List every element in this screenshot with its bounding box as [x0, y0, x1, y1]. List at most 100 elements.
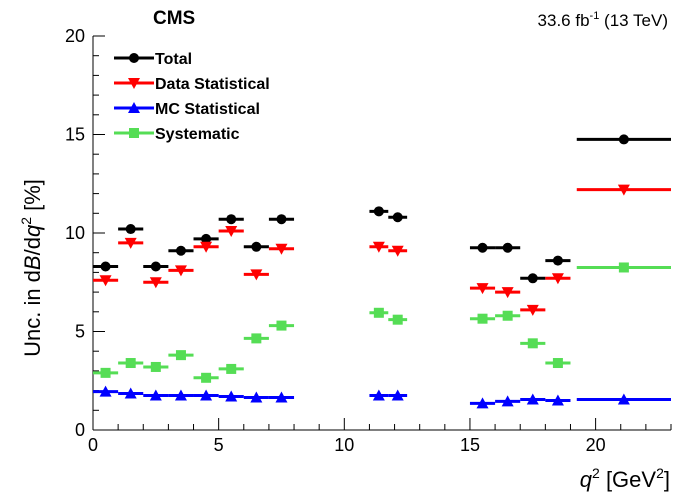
data-point	[392, 314, 403, 325]
data-point	[250, 391, 263, 403]
data-point	[618, 134, 629, 145]
data-point	[552, 255, 563, 266]
x-tick-label: 10	[334, 435, 354, 455]
legend-item: Data Statistical	[114, 76, 270, 93]
legend-label: MC Statistical	[155, 101, 260, 118]
legend-item: MC Statistical	[114, 101, 260, 118]
x-axis-title-unit: [GeV	[600, 467, 657, 492]
series-data-statistical	[93, 184, 671, 316]
energy-value: (13 TeV)	[599, 11, 668, 30]
x-tick-label: 20	[586, 435, 606, 455]
data-series	[93, 134, 671, 409]
data-point	[100, 261, 111, 272]
data-point	[527, 273, 538, 284]
x-axis-title: q2 [GeV2]	[580, 465, 670, 492]
series-total	[93, 134, 671, 284]
data-point	[226, 363, 237, 374]
legend-marker	[129, 53, 139, 63]
data-point	[391, 389, 404, 401]
luminosity-label: 33.6 fb-1 (13 TeV)	[538, 10, 668, 30]
data-point	[99, 275, 112, 287]
data-point	[175, 350, 186, 361]
x-axis-title-unit-pow: 2	[656, 465, 664, 481]
data-point	[617, 393, 630, 405]
data-point	[149, 277, 162, 289]
y-axis-title-b: B	[20, 255, 45, 270]
x-tick-label: 15	[460, 435, 480, 455]
legend: Total Data Statistical MC Statistical Syste…	[114, 51, 270, 143]
data-point	[477, 313, 488, 324]
y-axis-title: Unc. in dB/dq2 [%]	[18, 179, 45, 357]
legend-item: Systematic	[114, 126, 240, 143]
data-point	[526, 304, 539, 316]
data-point	[527, 338, 538, 349]
y-tick-label: 20	[65, 26, 85, 46]
y-tick-label: 0	[75, 420, 85, 440]
experiment-label: CMS	[153, 8, 195, 29]
data-point	[150, 361, 161, 372]
data-point	[150, 261, 161, 272]
y-axis-title-a: Unc. in d	[20, 270, 45, 357]
y-axis-title-c: /d	[20, 237, 45, 255]
data-point	[99, 385, 112, 397]
data-point	[226, 214, 237, 225]
axis-ticks: 0 5 10 15 20 0 5 10 15 20	[65, 26, 672, 455]
x-tick-label: 0	[88, 435, 98, 455]
y-axis-title-d: q	[20, 224, 45, 237]
data-point	[175, 245, 186, 256]
y-axis-title-e: 2	[18, 217, 34, 225]
data-point	[125, 358, 136, 369]
data-point	[617, 184, 630, 196]
series-systematic	[93, 262, 671, 383]
x-tick-label: 5	[214, 435, 224, 455]
x-axis-title-pow: 2	[592, 465, 600, 481]
plot-frame	[92, 36, 671, 431]
data-point	[275, 243, 288, 255]
data-point	[200, 389, 213, 401]
data-point	[174, 265, 187, 277]
data-point	[526, 393, 539, 405]
y-tick-label: 5	[75, 322, 85, 342]
data-point	[476, 397, 489, 409]
legend-marker	[129, 128, 139, 138]
data-point	[276, 214, 287, 225]
luminosity-exponent: -1	[590, 10, 600, 22]
data-point	[251, 241, 262, 252]
data-point	[201, 233, 212, 244]
data-point	[501, 287, 514, 299]
legend-marker	[128, 102, 140, 113]
data-point	[124, 237, 137, 249]
data-point	[124, 387, 137, 399]
legend-label: Total	[155, 51, 192, 68]
data-point	[373, 206, 384, 217]
x-axis-title-var: q	[580, 467, 593, 492]
data-point	[276, 320, 287, 331]
luminosity-value: 33.6 fb	[538, 11, 590, 30]
data-point	[502, 242, 513, 253]
legend-item: Total	[114, 51, 192, 68]
data-point	[100, 367, 111, 378]
data-point	[200, 241, 213, 253]
legend-label: Systematic	[155, 126, 240, 143]
data-point	[225, 390, 238, 402]
data-point	[476, 283, 489, 295]
data-point	[174, 389, 187, 401]
data-point	[551, 394, 564, 406]
data-point	[125, 224, 136, 235]
data-point	[201, 372, 212, 383]
data-point	[391, 245, 404, 257]
y-tick-label: 15	[65, 125, 85, 145]
data-point	[373, 307, 384, 318]
data-point	[250, 269, 263, 281]
data-point	[372, 389, 385, 401]
data-point	[551, 273, 564, 285]
data-point	[372, 241, 385, 253]
data-point	[552, 358, 563, 369]
legend-label: Data Statistical	[155, 76, 270, 93]
data-point	[251, 333, 262, 344]
data-point	[149, 389, 162, 401]
data-point	[501, 395, 514, 407]
data-point	[618, 262, 629, 273]
series-mc-statistical	[93, 385, 671, 409]
